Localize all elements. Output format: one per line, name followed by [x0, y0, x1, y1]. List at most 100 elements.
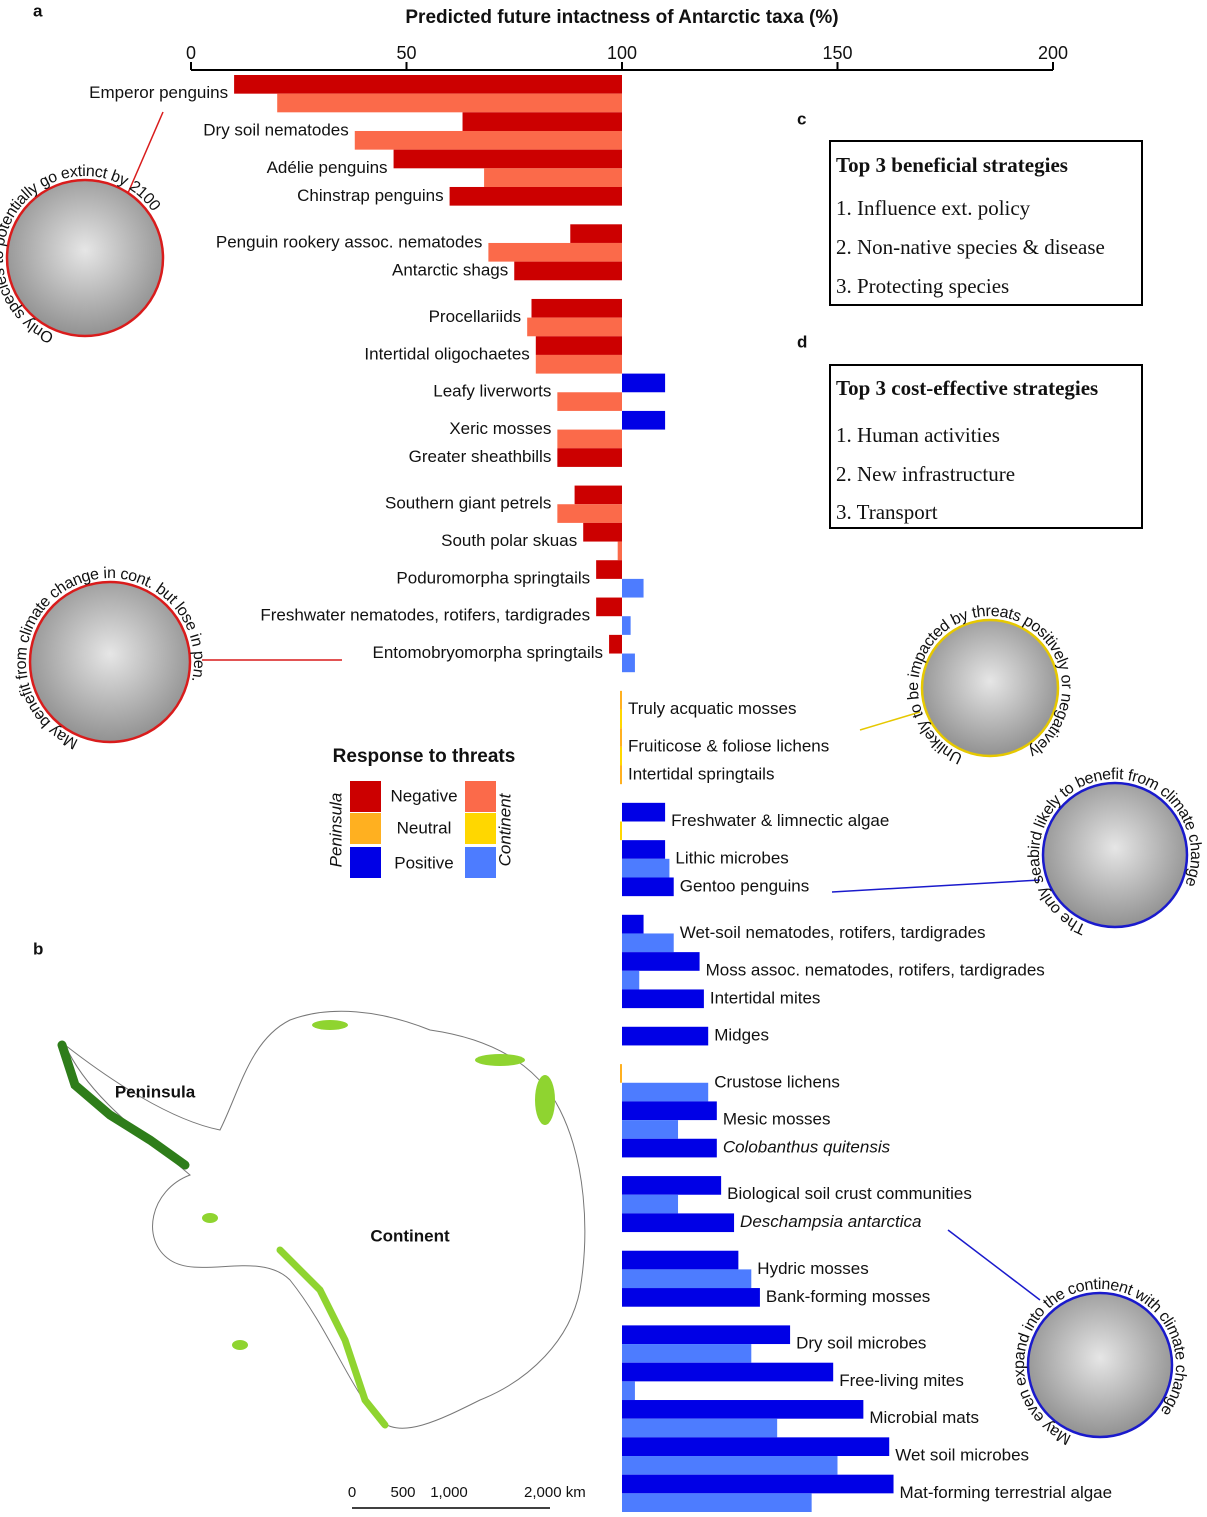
- category-label: Poduromorpha springtails: [396, 568, 590, 587]
- category-label: Procellariids: [429, 307, 522, 326]
- strategy-box: [829, 140, 1143, 306]
- bar: [354, 130, 622, 150]
- strategy-item: 1. Influence ext. policy: [836, 196, 1031, 220]
- category-label: Free-living mites: [839, 1371, 964, 1390]
- bar: [622, 1082, 709, 1102]
- region-label: Peninsula: [115, 1082, 196, 1101]
- bar: [535, 354, 622, 374]
- category-label: Greater sheathbills: [409, 447, 552, 466]
- bar: [622, 914, 644, 934]
- bar: [622, 1362, 834, 1382]
- bar: [622, 1474, 894, 1494]
- bar: [535, 336, 622, 355]
- panel-label: a: [33, 1, 43, 20]
- bar: [557, 392, 622, 411]
- bar: [622, 1269, 752, 1289]
- legend-group: Peninsula: [326, 793, 345, 868]
- category-label: Freshwater & limnectic algae: [671, 811, 889, 830]
- coastal-vegetation: [312, 1020, 348, 1030]
- photo: [5, 178, 165, 338]
- bar: [622, 1120, 679, 1139]
- legend-swatch: [350, 781, 381, 812]
- bar: [622, 1026, 709, 1046]
- photo: [28, 580, 192, 744]
- bar: [570, 224, 622, 243]
- category-label: Adélie penguins: [267, 158, 388, 177]
- photo: [1026, 1291, 1174, 1439]
- category-label: Chinstrap penguins: [297, 186, 443, 205]
- bar: [622, 1138, 717, 1158]
- category-label: Intertidal mites: [710, 988, 821, 1007]
- category-label: Southern giant petrels: [385, 494, 551, 513]
- category-label: Crustose lichens: [714, 1072, 840, 1091]
- connector: [127, 111, 164, 194]
- scale-label: 2,000 km: [524, 1484, 586, 1501]
- legend-group: Continent: [495, 792, 514, 866]
- bar: [622, 1101, 717, 1121]
- x-tick-label: 100: [607, 43, 637, 63]
- coastal-vegetation: [202, 1213, 218, 1223]
- legend-title: Response to threats: [333, 746, 516, 767]
- photo: [920, 618, 1060, 758]
- category-label: Entomobryomorpha springtails: [373, 643, 604, 662]
- bar: [620, 746, 622, 766]
- bar: [620, 728, 622, 747]
- strategy-item: 3. Transport: [836, 500, 938, 524]
- panel-label: b: [33, 939, 43, 958]
- category-label: Fruiticose & foliose lichens: [628, 736, 829, 755]
- bar: [620, 1064, 622, 1083]
- category-label: Mesic mosses: [723, 1110, 831, 1129]
- category-label: Wet-soil nematodes, rotifers, tardigrade…: [680, 923, 986, 942]
- legend-label: Negative: [390, 786, 457, 805]
- bar: [620, 765, 622, 785]
- map: Peninsula Continent 0 500 1,000 2,000 km: [57, 1010, 586, 1509]
- connector: [947, 1229, 1041, 1301]
- bar: [277, 93, 622, 113]
- legend-label: Positive: [394, 853, 454, 872]
- bar: [622, 1325, 791, 1345]
- chart-title: Predicted future intactness of Antarctic…: [405, 7, 838, 28]
- category-label: Leafy liverworts: [433, 382, 551, 401]
- legend-swatch: [350, 813, 381, 844]
- bar: [620, 690, 622, 710]
- bar: [622, 1344, 752, 1363]
- bar: [622, 952, 700, 971]
- category-label: Wet soil microbes: [895, 1445, 1029, 1464]
- category-label: Midges: [714, 1026, 769, 1045]
- scale-label: 0: [348, 1484, 356, 1501]
- bar: [622, 1194, 679, 1214]
- bar: [622, 1381, 635, 1401]
- legend-swatch: [465, 847, 496, 878]
- bar: [514, 261, 622, 281]
- bar: [622, 616, 631, 635]
- category-label: Xeric mosses: [449, 419, 551, 438]
- peninsula-vegetation: [57, 1040, 190, 1170]
- bar: [527, 317, 622, 337]
- bar: [557, 504, 622, 523]
- bar: [574, 485, 622, 505]
- bar: [622, 1456, 838, 1475]
- bar: [484, 168, 622, 187]
- category-label: Freshwater nematodes, rotifers, tardigra…: [260, 606, 590, 625]
- coastal-vegetation: [535, 1075, 555, 1125]
- coastal-vegetation: [276, 1246, 389, 1429]
- panel-label: d: [797, 332, 807, 351]
- bar: [620, 821, 622, 841]
- category-label: Moss assoc. nematodes, rotifers, tardigr…: [706, 960, 1045, 979]
- bar: [622, 1400, 864, 1419]
- bar: [622, 858, 670, 878]
- legend-swatch: [350, 847, 381, 878]
- strategy-title: Top 3 beneficial strategies: [836, 153, 1068, 177]
- bar: [617, 541, 622, 561]
- category-label: Gentoo penguins: [680, 876, 810, 895]
- bar: [622, 653, 635, 673]
- strategy-item: 1. Human activities: [836, 423, 1000, 447]
- category-label: Biological soil crust communities: [727, 1184, 972, 1203]
- bar: [622, 578, 644, 598]
- x-tick-label: 150: [822, 43, 852, 63]
- bar: [622, 1176, 722, 1195]
- bar: [622, 989, 704, 1009]
- category-label: Intertidal springtails: [628, 764, 774, 783]
- strategy-item: 3. Protecting species: [836, 274, 1009, 298]
- connector: [859, 711, 921, 731]
